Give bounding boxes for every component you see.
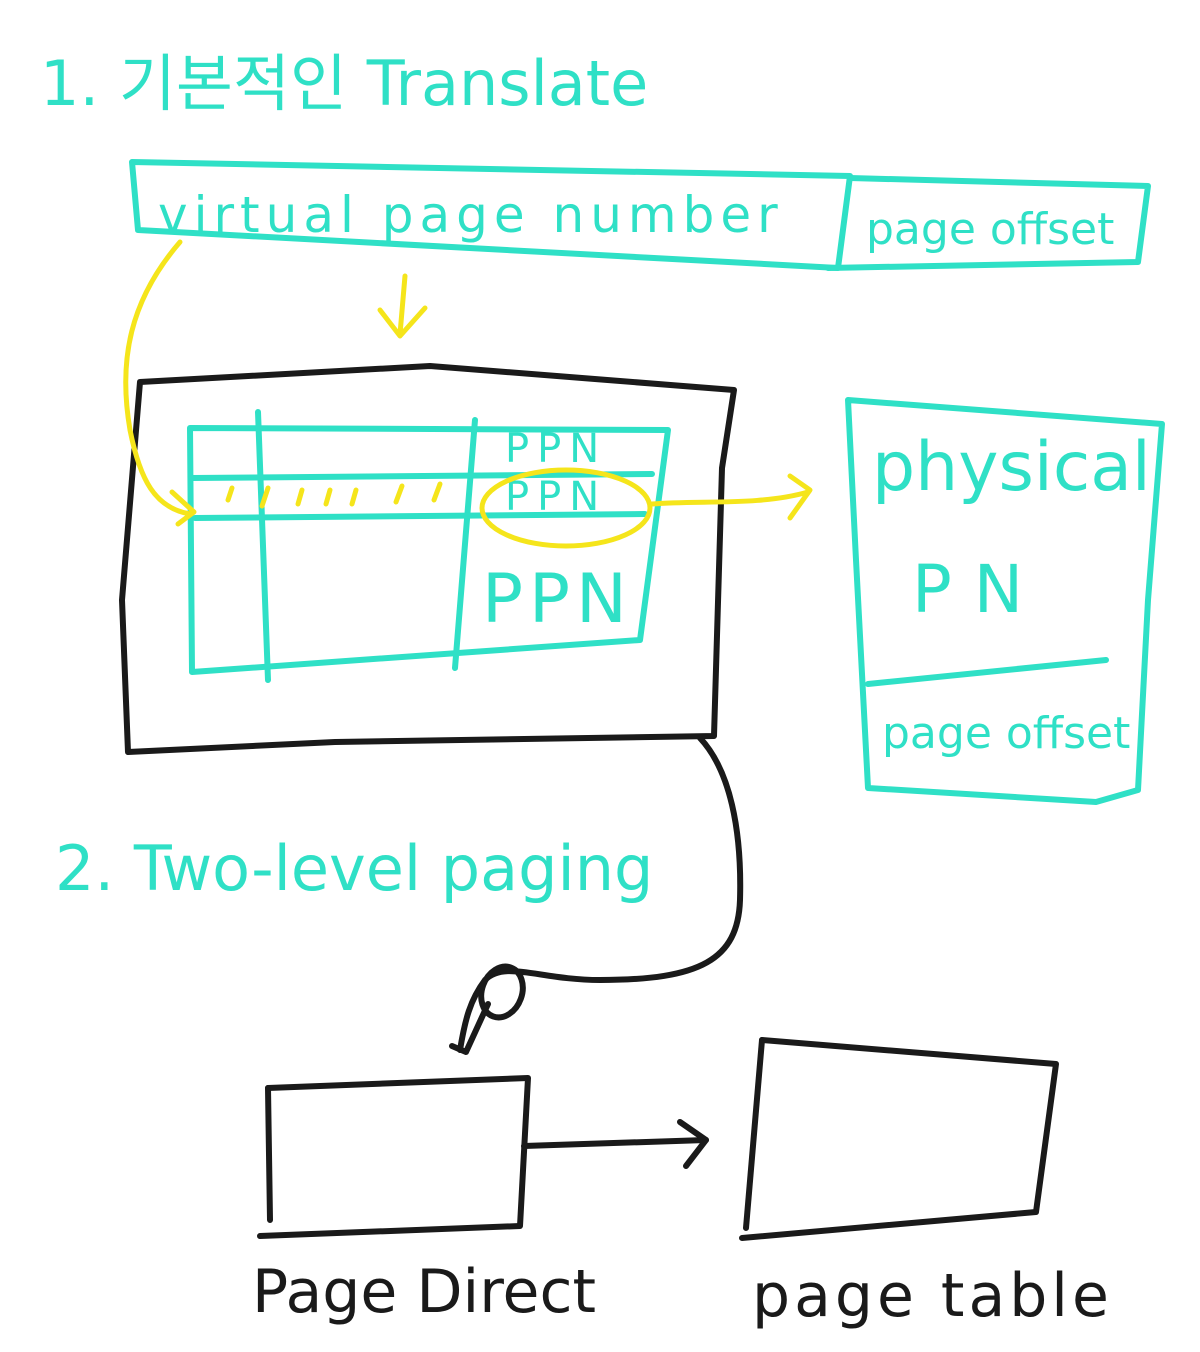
vpn-label: virtual page number (158, 186, 784, 244)
page-table-box (739, 1037, 1059, 1241)
lookup-arrow-head-icon (169, 489, 197, 527)
page-directory-box (257, 1075, 531, 1239)
connector-loop (478, 963, 526, 1021)
ppn-row-1: PPN (505, 426, 607, 472)
translate-arrow-head-icon (787, 473, 813, 521)
offset-field-box (825, 175, 1151, 271)
virtual-offset-label: page offset (866, 204, 1114, 255)
page-table-left-edge (743, 1037, 765, 1231)
selected-ppn-highlight (479, 467, 653, 549)
section1-title: 1. 기본적인 Translate (40, 47, 648, 120)
directory-arrow-head-icon (677, 1119, 709, 1169)
ppn-row-3: PPN (482, 560, 633, 639)
page-directory-label: Page Direct (252, 1257, 596, 1327)
physical-offset-label: page offset (882, 708, 1130, 759)
index-dashes (225, 481, 443, 509)
lookup-arrow (123, 239, 193, 517)
section2-title: 2. Two-level paging (55, 832, 653, 905)
physical-ppn-line1: physical (872, 428, 1151, 507)
page-table-container (119, 363, 737, 755)
physical-ppn-line2: PN (912, 551, 1045, 628)
physical-address-box (845, 397, 1165, 805)
page-directory-left-edge (265, 1085, 273, 1223)
page-table-label: page table (752, 1261, 1113, 1331)
translate-arrow (649, 489, 811, 507)
directory-to-table-arrow (521, 1137, 709, 1149)
ppn-row-2: PPN (505, 474, 607, 520)
connector-hook (449, 1001, 491, 1055)
physical-divider (865, 657, 1109, 687)
down-arrow-icon (377, 273, 428, 339)
page-table-grid (187, 409, 671, 683)
